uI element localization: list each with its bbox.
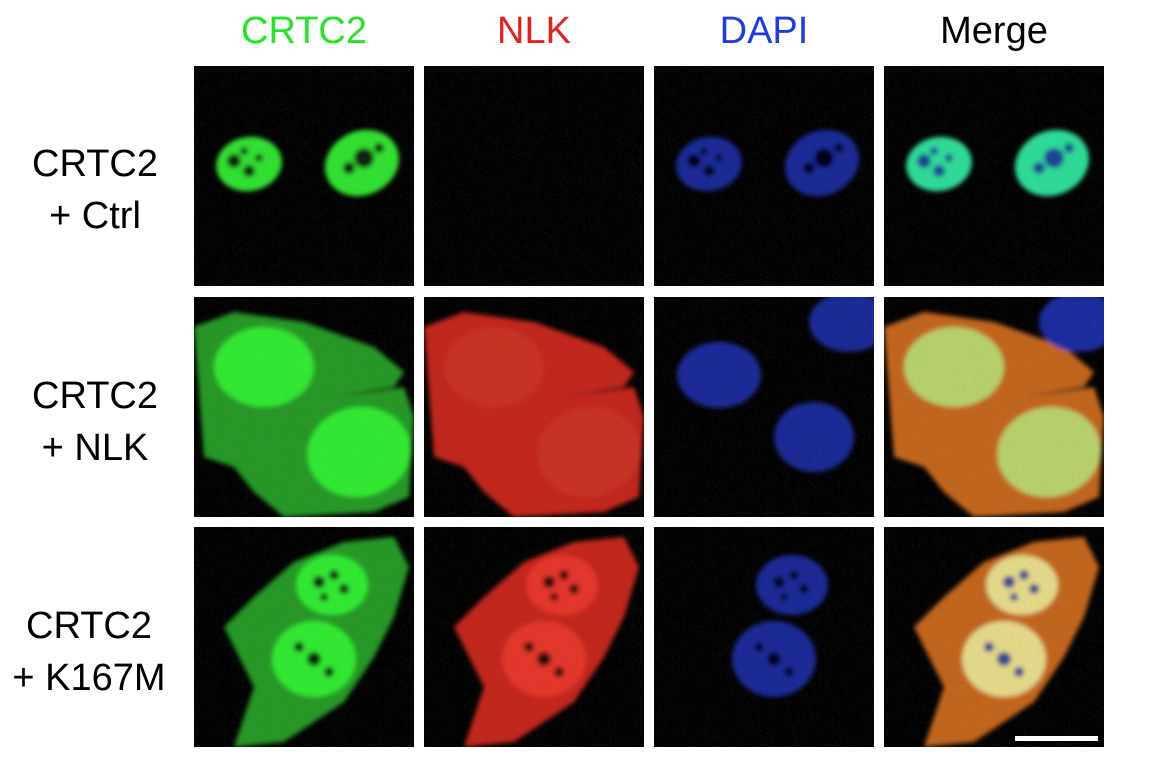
micrograph-merge-row3 <box>884 527 1104 747</box>
micrograph-blue-row1 <box>654 66 874 286</box>
row-label-line1: CRTC2 <box>32 375 158 417</box>
micrograph-red-row2 <box>424 297 644 517</box>
column-header-nlk: NLK <box>497 10 571 52</box>
scale-bar <box>1015 736 1098 741</box>
column-header-merge: Merge <box>940 10 1048 52</box>
row-label-line1: CRTC2 <box>26 605 152 647</box>
row-label-line2: + Ctrl <box>49 195 141 237</box>
column-header-dapi: DAPI <box>719 10 809 52</box>
micrograph-green-row2 <box>194 297 414 517</box>
micrograph-red-row1 <box>424 66 644 286</box>
micrograph-green-row1 <box>194 66 414 286</box>
row-label-ctrl: CRTC2 + Ctrl <box>0 138 190 242</box>
row-label-nlk: CRTC2 + NLK <box>0 370 190 474</box>
micrograph-merge-row2 <box>884 297 1104 517</box>
micrograph-red-row3 <box>424 527 644 747</box>
micrograph-blue-row3 <box>654 527 874 747</box>
row-label-line2: + NLK <box>41 427 149 469</box>
row-label-k167m: CRTC2 + K167M <box>0 600 184 704</box>
micrograph-blue-row2 <box>654 297 874 517</box>
row-label-line2: + K167M <box>12 657 166 699</box>
micrograph-green-row3 <box>194 527 414 747</box>
row-label-line1: CRTC2 <box>32 143 158 185</box>
column-header-crtc2: CRTC2 <box>241 10 367 52</box>
micrograph-merge-row1 <box>884 66 1104 286</box>
